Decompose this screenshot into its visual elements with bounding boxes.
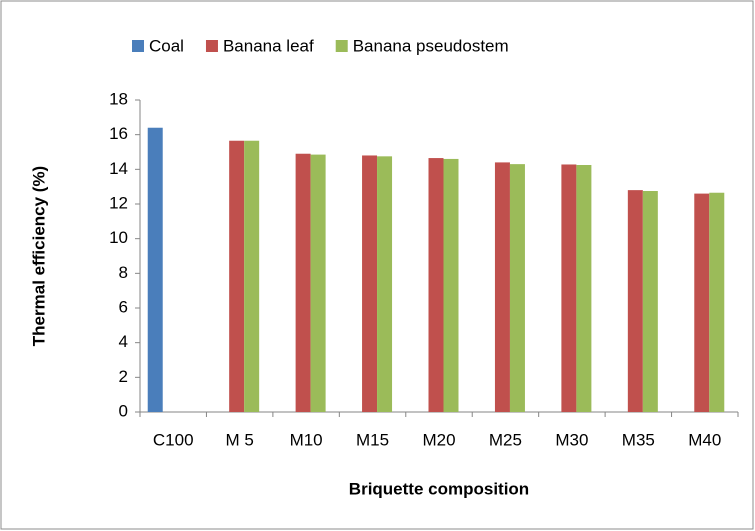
y-tick-label: 16 (109, 124, 128, 143)
y-tick-label: 8 (119, 263, 128, 282)
bar (509, 164, 525, 412)
bar (576, 165, 592, 412)
x-tick-label: C100 (153, 430, 194, 449)
bar (295, 153, 311, 412)
legend-label: Coal (149, 36, 184, 55)
bar (377, 156, 393, 412)
x-tick-label: M25 (489, 430, 522, 449)
y-tick-label: 6 (119, 297, 128, 316)
y-tick-label: 18 (109, 89, 128, 108)
y-tick-label: 0 (119, 401, 128, 420)
y-tick-label: 4 (119, 332, 128, 351)
x-tick-label: M15 (356, 430, 389, 449)
x-tick-label: M 5 (225, 430, 253, 449)
bar (561, 164, 577, 412)
bar (443, 158, 459, 412)
legend-label: Banana leaf (223, 36, 314, 55)
bar (709, 192, 725, 412)
x-tick-label: M30 (555, 430, 588, 449)
bar (627, 190, 643, 412)
x-tick-label: M10 (290, 430, 323, 449)
legend-swatch (335, 40, 348, 52)
x-tick-label: M40 (688, 430, 721, 449)
bar (244, 140, 260, 412)
x-tick-label: M20 (422, 430, 455, 449)
y-tick-label: 12 (109, 193, 128, 212)
y-axis-title: Thermal efficiency (%) (29, 166, 48, 346)
y-tick-label: 10 (109, 228, 128, 247)
x-axis-title: Briquette composition (349, 479, 529, 498)
legend-swatch (132, 40, 144, 52)
legend-swatch (205, 40, 218, 52)
y-tick-label: 14 (109, 159, 128, 178)
bar (428, 158, 444, 412)
bar (642, 191, 658, 412)
bar (362, 155, 378, 412)
bar (310, 154, 326, 412)
bar (147, 127, 163, 412)
bar (229, 140, 245, 412)
x-tick-label: M35 (622, 430, 655, 449)
bar (494, 162, 510, 412)
y-tick-label: 2 (119, 367, 128, 386)
legend-label: Banana pseudostem (353, 36, 509, 55)
bar (694, 193, 710, 412)
